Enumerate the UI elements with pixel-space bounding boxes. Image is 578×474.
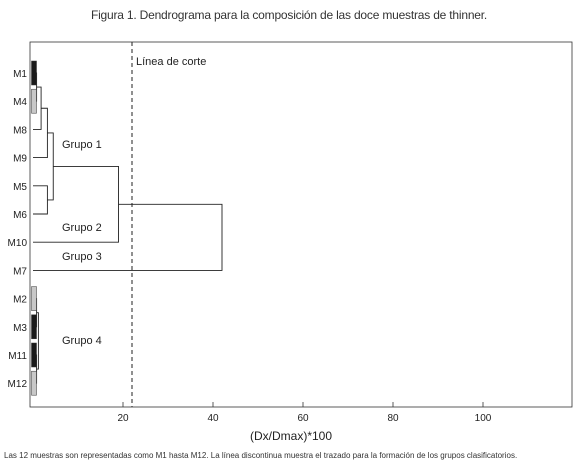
leaf-label-m12: M12 [8,379,28,390]
leaf-marker-m12 [31,370,37,396]
group-label-3: Grupo 3 [62,251,102,263]
figure-caption: Las 12 muestras son representadas como M… [4,451,518,460]
plot-frame [29,41,573,408]
leaf-label-m5: M5 [13,182,27,193]
leaf-label-m1: M1 [13,69,27,80]
merge-link-7 [33,185,48,215]
leaf-label-m3: M3 [13,323,27,334]
x-tick-label-20: 20 [117,413,129,424]
leaf-markers [31,60,37,396]
group-label-2: Grupo 2 [62,222,102,234]
leaf-marker-m4 [31,88,37,114]
x-tick-label-60: 60 [297,413,309,424]
merge-link-4 [36,312,39,370]
cut-line-label: Línea de corte [136,56,206,68]
leaf-labels: M1 M4 M8 M9 M5 M6 M10 M7 M2 M3 M11 M12 [8,69,28,390]
x-tick-label-100: 100 [475,413,492,424]
merge-link-6 [33,107,48,159]
group-label-1: Grupo 1 [62,139,102,151]
leaf-label-m6: M6 [13,210,27,221]
leaf-label-m4: M4 [13,97,27,108]
x-tick-label-40: 40 [207,413,219,424]
x-tick-label-80: 80 [387,413,399,424]
x-axis-ticks: 20 40 60 80 100 [117,402,492,424]
merge-link-8 [47,132,54,201]
leaf-label-m8: M8 [13,125,27,136]
leaf-label-m2: M2 [13,295,27,306]
x-axis-title: (Dx/Dmax)*100 [250,429,332,443]
leaf-label-m11: M11 [8,351,27,362]
leaf-marker-m2 [31,286,37,311]
leaf-marker-m3 [31,314,37,340]
leaf-label-m7: M7 [13,266,27,277]
leaf-label-m10: M10 [8,238,28,249]
group-label-4: Grupo 4 [62,335,102,347]
figure-title: Figura 1. Dendrograma para la composició… [90,8,488,22]
leaf-marker-m1 [31,60,37,86]
merge-link-10 [33,203,223,271]
leaf-label-m9: M9 [13,154,27,165]
leaf-marker-m11 [31,342,37,368]
